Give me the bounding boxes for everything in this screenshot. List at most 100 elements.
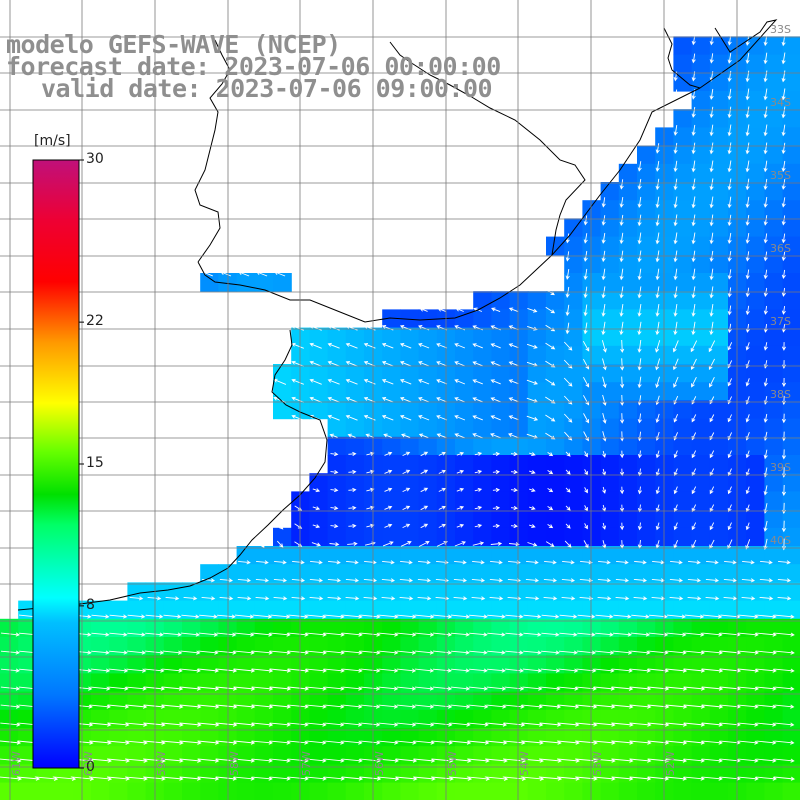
wind-arrow: [309, 596, 324, 601]
wind-arrow: [508, 343, 519, 349]
wind-arrow: [399, 343, 412, 349]
wind-cell: [291, 600, 310, 620]
wind-arrow: [691, 304, 696, 317]
wind-arrow: [252, 758, 273, 763]
wind-cell: [691, 400, 711, 420]
wind-arrow: [234, 614, 255, 619]
wind-cell: [527, 309, 547, 329]
wind-arrow: [414, 686, 435, 691]
wind-arrow: [673, 450, 678, 459]
wind-cell: [655, 236, 674, 256]
wind-arrow: [526, 379, 538, 385]
wind-arrow: [467, 758, 490, 763]
wind-arrow: [727, 196, 732, 209]
wind-arrow: [505, 650, 524, 655]
wind-arrow: [400, 541, 412, 547]
wind-arrow: [774, 758, 795, 763]
title-valid-date: valid date: 2023-07-06 09:00:00: [41, 74, 493, 103]
wind-arrow: [774, 704, 795, 709]
wind-cell: [782, 618, 800, 638]
wind-cell: [382, 418, 401, 438]
longitude-label: 57W: [300, 751, 313, 776]
wind-arrow: [234, 650, 255, 655]
wind-arrow: [593, 740, 616, 745]
wind-cell: [782, 600, 800, 620]
wind-arrow: [774, 614, 795, 619]
wind-arrow: [545, 306, 556, 314]
wind-arrow: [288, 704, 309, 709]
wind-arrow: [691, 214, 696, 227]
wind-cell: [782, 637, 800, 656]
wind-cell: [764, 600, 784, 620]
wind-arrow: [255, 596, 270, 601]
wind-arrow: [504, 704, 525, 709]
wind-cell: [382, 382, 401, 401]
wind-cell: [400, 527, 420, 547]
wind-cell: [254, 746, 274, 765]
wind-cell: [764, 236, 784, 256]
wind-arrow: [737, 650, 759, 655]
wind-cell: [582, 491, 602, 511]
wind-cell: [382, 728, 401, 747]
wind-cell: [782, 655, 800, 674]
wind-arrow: [292, 560, 305, 565]
wind-arrow: [601, 340, 607, 353]
wind-cell: [400, 782, 420, 800]
wind-cell: [473, 527, 492, 547]
wind-arrow: [559, 632, 578, 637]
wind-arrow: [288, 758, 309, 763]
wind-cell: [91, 600, 110, 620]
wind-arrow: [454, 560, 467, 565]
wind-cell: [582, 345, 602, 365]
wind-cell: [655, 382, 674, 401]
wind-arrow: [161, 722, 184, 727]
wind-cell: [709, 72, 729, 92]
wind-cell: [527, 527, 547, 547]
wind-cell: [127, 637, 147, 656]
wind-arrow: [400, 560, 413, 565]
wind-cell: [764, 163, 784, 183]
wind-cell: [673, 54, 693, 74]
wind-arrow: [288, 776, 309, 781]
wind-cell: [564, 364, 583, 383]
wind-cell: [746, 72, 765, 92]
wind-cell: [655, 182, 674, 201]
wind-arrow: [523, 632, 542, 637]
wind-arrow: [612, 650, 633, 655]
wind-cell: [709, 673, 729, 693]
wind-arrow: [143, 686, 166, 691]
wind-arrow: [745, 342, 750, 351]
wind-arrow: [474, 487, 483, 492]
wind-arrow: [270, 614, 291, 619]
wind-cell: [509, 473, 529, 492]
wind-arrow: [687, 578, 702, 583]
wind-cell: [291, 527, 310, 547]
wind-arrow: [471, 596, 486, 601]
wind-arrow: [492, 523, 501, 529]
wind-arrow: [655, 321, 660, 336]
wind-cell: [345, 509, 365, 529]
wind-cell: [91, 618, 110, 638]
wind-arrow: [381, 596, 396, 601]
wind-arrow: [109, 650, 128, 655]
wind-arrow: [619, 214, 624, 227]
wind-cell: [309, 491, 329, 511]
wind-arrow: [217, 614, 236, 619]
wind-cell: [491, 655, 511, 674]
wind-arrow: [456, 469, 465, 474]
wind-cell: [746, 400, 765, 420]
wind-arrow: [402, 487, 411, 493]
wind-arrow: [781, 306, 786, 315]
wind-arrow: [472, 397, 483, 403]
wind-arrow: [655, 196, 660, 209]
wind-cell: [637, 709, 656, 729]
wind-arrow: [629, 668, 651, 673]
wind-arrow: [438, 505, 447, 510]
wind-arrow: [454, 397, 466, 403]
wind-arrow: [364, 560, 377, 565]
wind-cell: [127, 618, 147, 638]
wind-cell: [637, 728, 656, 747]
wind-cell: [473, 691, 492, 711]
wind-cell: [709, 345, 729, 365]
wind-cell: [291, 582, 310, 602]
